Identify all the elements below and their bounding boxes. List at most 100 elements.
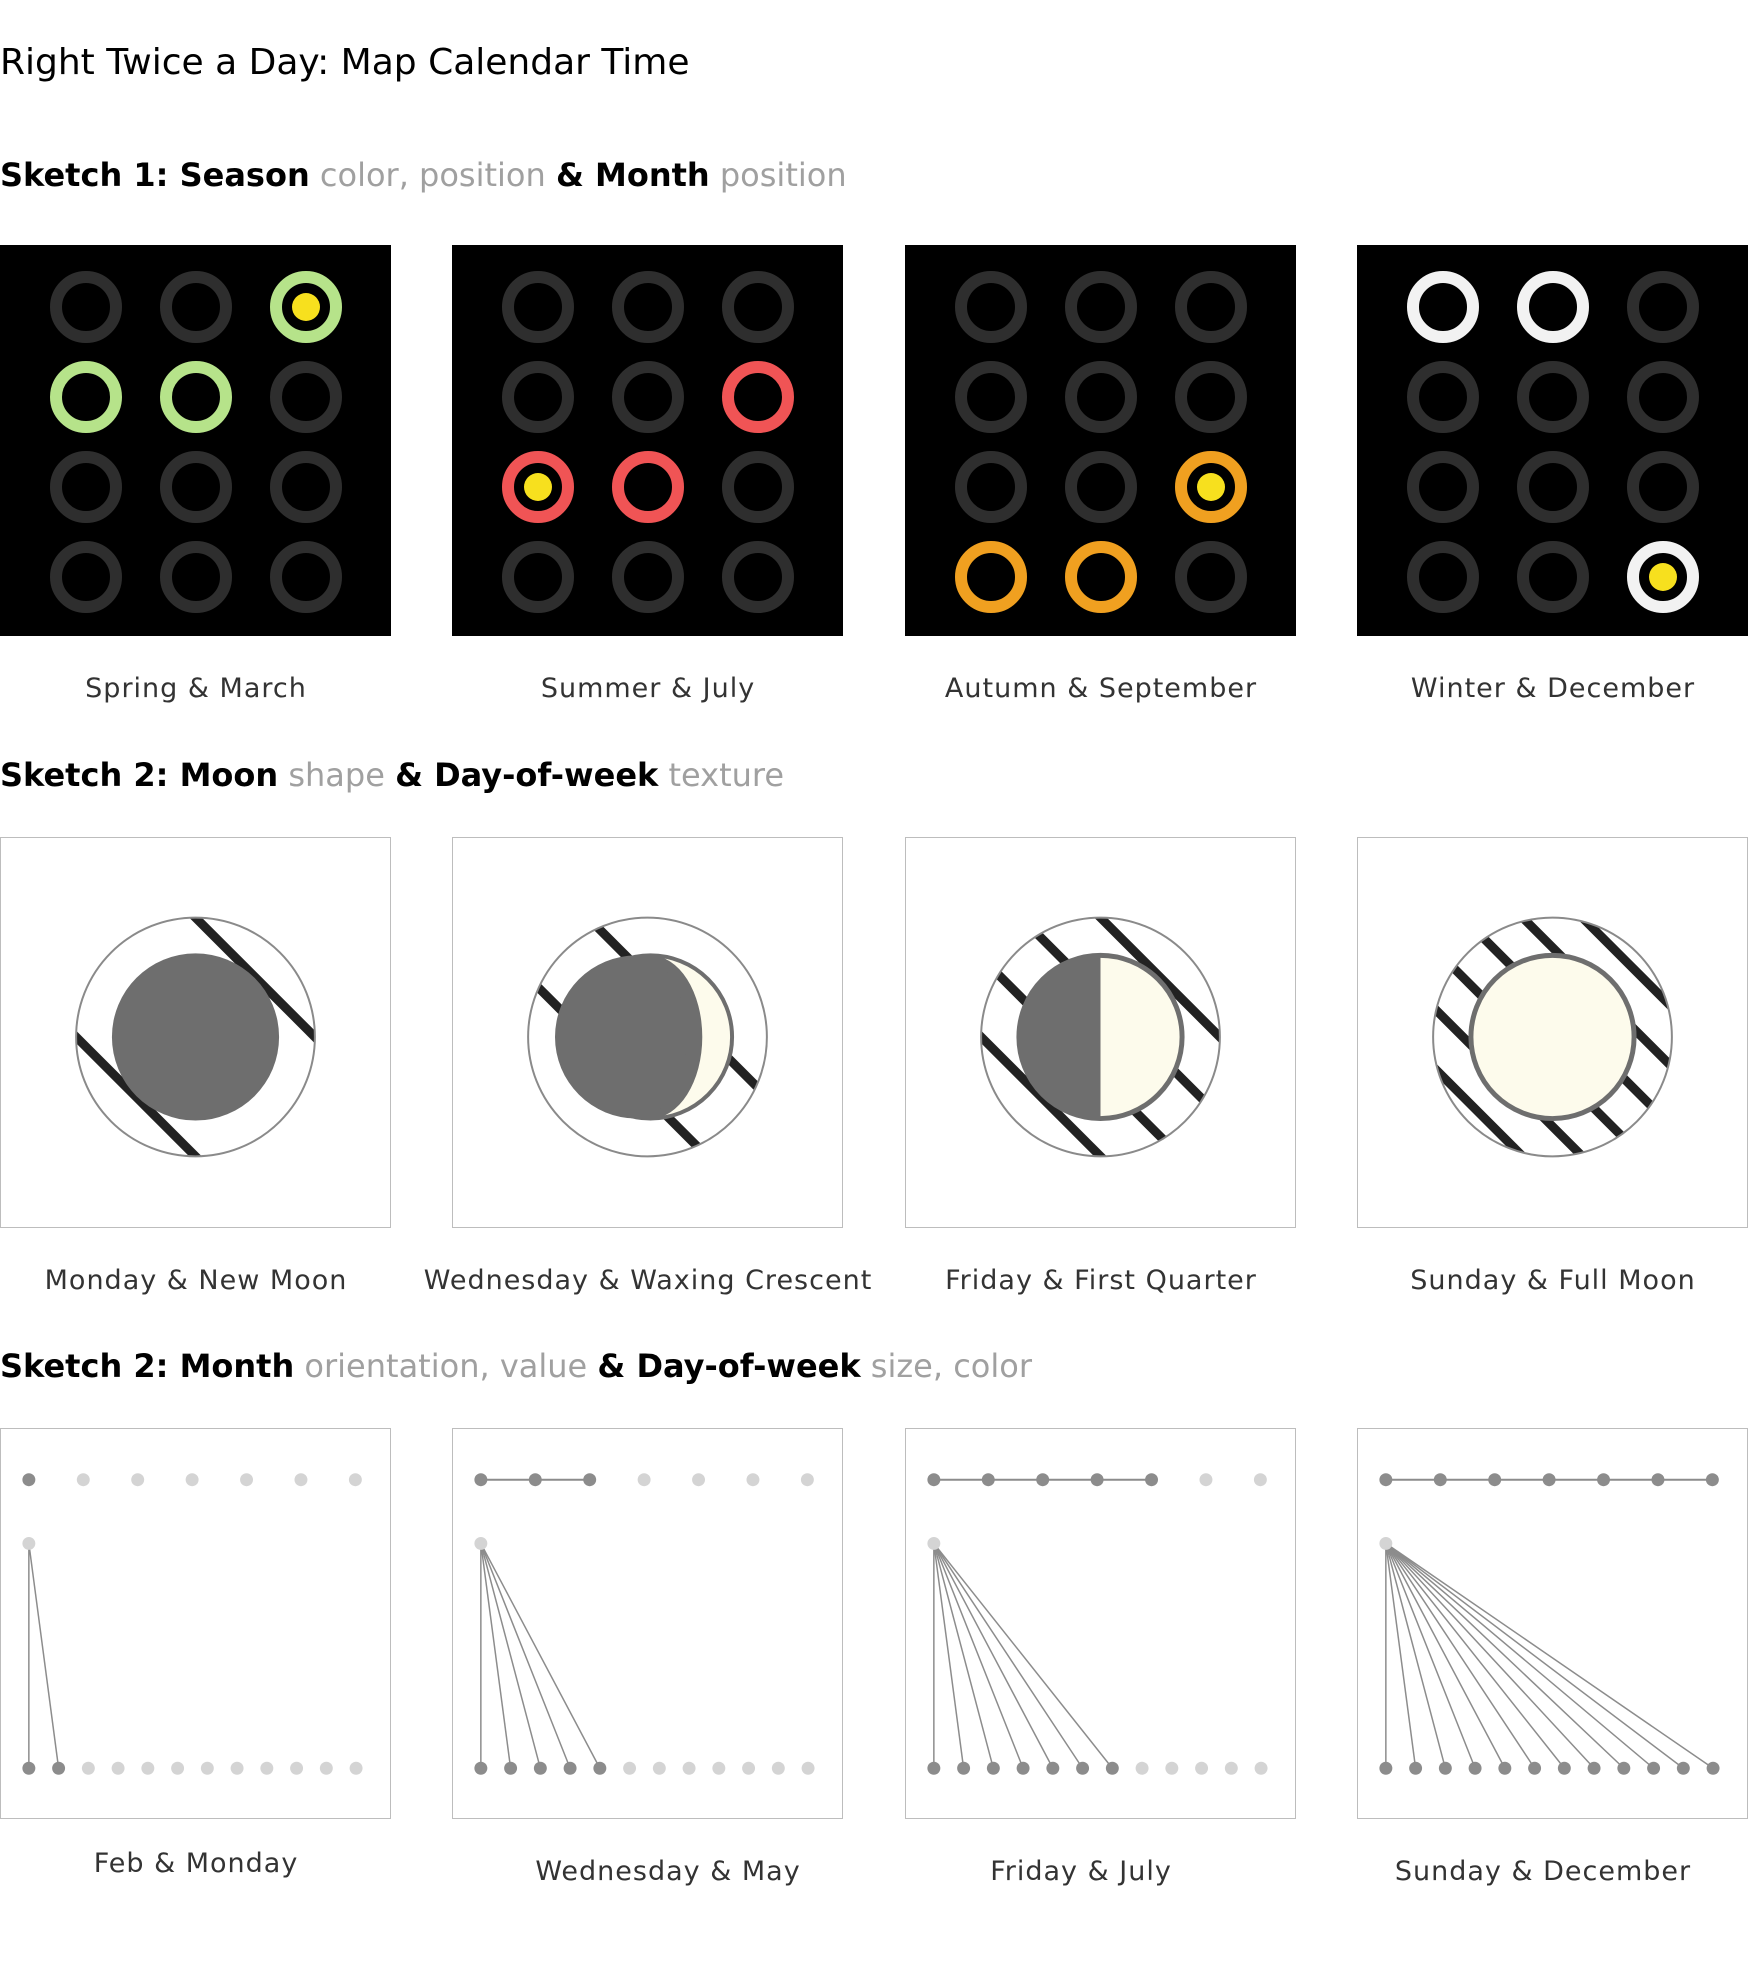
sketch3-heading-part: & Day-of-week [597, 1347, 861, 1385]
weekday-node [474, 1473, 488, 1487]
season-grid [955, 271, 1247, 613]
month-node [986, 1761, 1000, 1775]
month-ring [270, 541, 342, 613]
month-ring [1407, 451, 1479, 523]
month-node [1135, 1761, 1149, 1775]
weekday-node [528, 1473, 542, 1487]
month-node [1617, 1761, 1631, 1775]
sketch1-caption: Autumn & September [944, 673, 1258, 704]
origin-node [474, 1536, 488, 1550]
weekday-node [981, 1473, 995, 1487]
month-ray [933, 1542, 1113, 1769]
week-figure [1379, 1473, 1720, 1775]
month-ring [1065, 451, 1137, 523]
month-ray [1385, 1543, 1476, 1769]
sketch3-heading-part: orientation, value [294, 1347, 598, 1385]
month-ring-active [722, 361, 794, 433]
month-node [111, 1761, 125, 1775]
weekday-node [637, 1473, 651, 1487]
weekday-node [692, 1473, 706, 1487]
month-ring [1407, 541, 1479, 613]
month-node [290, 1761, 304, 1775]
sketch3-caption: Wednesday & May [535, 1856, 801, 1887]
origin-node [22, 1536, 36, 1550]
sketch2-caption: Friday & First Quarter [945, 1265, 1257, 1296]
month-node [563, 1761, 577, 1775]
sketch3-heading-part: Sketch 2: Month [0, 1347, 295, 1385]
month-ring-active [1065, 541, 1137, 613]
season-grid [502, 271, 794, 613]
moon-outer-ring [75, 916, 316, 1158]
sketch3-heading: Sketch 2: Month orientation, value & Day… [0, 1347, 1032, 1385]
moon-dark-part [1018, 955, 1101, 1119]
month-ray [933, 1543, 1084, 1769]
month-node [1016, 1761, 1030, 1775]
month-ring [612, 271, 684, 343]
month-ring [502, 271, 574, 343]
month-node [652, 1761, 666, 1775]
month-ring-active [612, 451, 684, 523]
page-title: Right Twice a Day: Map Calendar Time [0, 42, 690, 83]
month-ray [1385, 1542, 1714, 1769]
sketch2-caption: Sunday & Full Moon [1410, 1265, 1696, 1296]
weekday-node [1145, 1473, 1159, 1487]
month-node [319, 1761, 333, 1775]
month-node [1498, 1761, 1512, 1775]
month-ray [933, 1543, 1024, 1769]
month-ring [1517, 541, 1589, 613]
weekday-node [1651, 1473, 1665, 1487]
origin-node [927, 1536, 941, 1550]
month-ray [480, 1543, 571, 1769]
month-ring [612, 541, 684, 613]
month-node [260, 1761, 274, 1775]
moon-figure [527, 916, 768, 1158]
month-ray [1385, 1542, 1625, 1769]
month-node [533, 1761, 547, 1775]
weekday-node [76, 1473, 90, 1487]
month-node [1254, 1761, 1268, 1775]
month-node [712, 1761, 726, 1775]
month-ray [933, 1543, 1054, 1769]
month-ray [933, 1543, 965, 1769]
month-ring-active [160, 361, 232, 433]
sketch2-caption: Monday & New Moon [44, 1265, 348, 1296]
weekday-node [185, 1473, 199, 1487]
month-ring [50, 451, 122, 523]
weekday-node [746, 1473, 760, 1487]
week-panel-3 [905, 1428, 1296, 1819]
week-figure [927, 1473, 1268, 1775]
month-node [1438, 1761, 1452, 1775]
month-ring [955, 361, 1027, 433]
current-month-dot [1197, 473, 1225, 501]
month-ring [50, 271, 122, 343]
weekday-node [1379, 1473, 1393, 1487]
sketch3-caption: Sunday & December [1394, 1856, 1692, 1887]
sketch1-caption: Spring & March [85, 673, 307, 704]
month-ray [1385, 1542, 1595, 1769]
month-node [1557, 1761, 1571, 1775]
moon-figure [980, 916, 1221, 1158]
texture-stripe [1483, 917, 1672, 1107]
sketch2-heading-part: & Day-of-week [395, 756, 659, 794]
month-node [593, 1761, 607, 1775]
month-node [771, 1761, 785, 1775]
month-ring [270, 361, 342, 433]
month-ring [1407, 361, 1479, 433]
weekday-node [348, 1473, 362, 1487]
moon-figure [1432, 916, 1673, 1158]
weekday-node [927, 1473, 941, 1487]
weekday-node [240, 1473, 254, 1487]
current-month-dot [524, 473, 552, 501]
weekday-node [1253, 1473, 1267, 1487]
month-node [1587, 1761, 1601, 1775]
month-ring [502, 361, 574, 433]
sketch1-caption: Summer & July [540, 673, 756, 704]
month-ring [722, 451, 794, 523]
weekday-node [800, 1473, 814, 1487]
season-grid [1407, 271, 1699, 613]
month-ring [1175, 271, 1247, 343]
week-panel-1 [0, 1428, 391, 1819]
sketch1-caption: Winter & December [1410, 673, 1696, 704]
month-node [200, 1761, 214, 1775]
texture-stripe [1433, 967, 1622, 1157]
